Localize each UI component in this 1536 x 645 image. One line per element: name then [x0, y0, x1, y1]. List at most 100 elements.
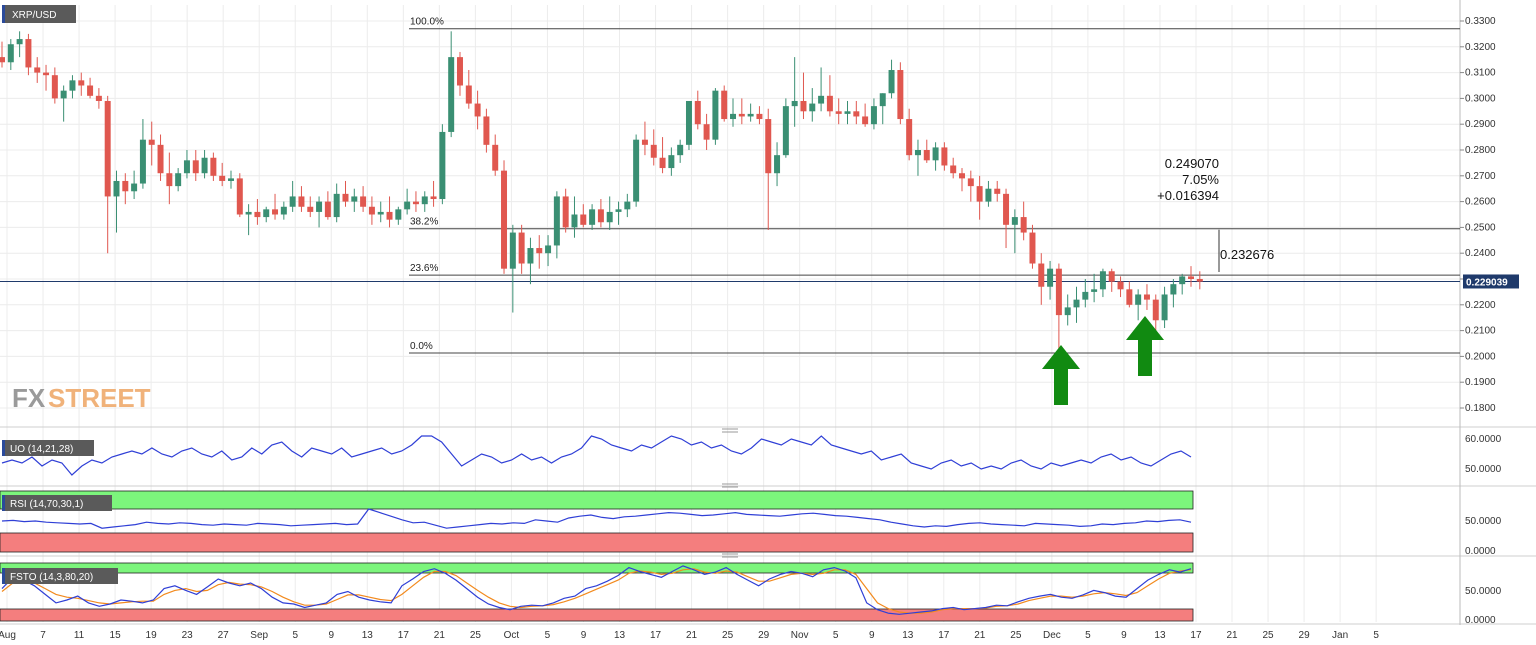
x-tick-label: 25	[1010, 630, 1022, 641]
candle	[201, 150, 208, 179]
candle	[853, 100, 860, 125]
candle-body	[157, 144, 164, 174]
candle	[941, 142, 948, 171]
symbol-tag-accent	[2, 5, 5, 23]
candle	[580, 204, 587, 228]
candle-body	[509, 232, 516, 269]
y-tick-label: 0.2100	[1465, 326, 1496, 337]
candle-body	[606, 211, 613, 223]
candle	[870, 98, 877, 130]
candle	[994, 180, 1001, 202]
candle-body	[1038, 263, 1045, 287]
candle-body	[298, 196, 305, 207]
candle	[148, 121, 155, 166]
x-tick-label: 9	[869, 630, 875, 641]
uo-panel: 60.0000 50.0000 UO (14,21,28)	[1, 434, 1502, 476]
candle-body	[1179, 276, 1186, 285]
uo-tag[interactable]: UO (14,21,28)	[2, 440, 94, 456]
symbol-tag[interactable]: XRP/USD	[2, 5, 76, 23]
candle-body	[685, 100, 692, 145]
candle-body	[597, 209, 604, 223]
candle	[800, 72, 807, 120]
candle	[677, 139, 684, 163]
candle-body	[483, 116, 490, 145]
x-tick-label: 25	[470, 630, 482, 641]
rsi-overbought-band	[0, 490, 1194, 510]
uo-tag-label: UO (14,21,28)	[10, 444, 73, 455]
rsi-panel: 50.0000 0.0000 RSI (14,70,30,1)	[0, 490, 1502, 557]
candle-body	[1073, 299, 1080, 308]
fibonacci-levels: 100.0% 38.2% 23.6% 0.0%	[0, 17, 1460, 354]
grid-layer	[0, 0, 1536, 625]
candle	[1064, 294, 1071, 326]
candle	[959, 168, 966, 192]
x-tick-label: 5	[292, 630, 298, 641]
x-tick-label: 15	[110, 630, 122, 641]
candle	[1003, 188, 1010, 249]
candle	[113, 170, 120, 233]
candle	[967, 170, 974, 202]
fsto-tag[interactable]: FSTO (14,3,80,20)	[2, 568, 118, 584]
rsi-tag-label: RSI (14,70,30,1)	[10, 499, 83, 510]
candle-body	[412, 201, 419, 205]
y-tick-label: 0.2700	[1465, 171, 1496, 182]
candle	[668, 147, 675, 176]
uo-tag-accent	[2, 440, 5, 456]
y-tick-label: 0.2800	[1465, 145, 1496, 156]
uo-y-tick-label: 60.0000	[1465, 434, 1502, 445]
candle	[131, 170, 138, 200]
panel-resize-handles[interactable]	[722, 428, 738, 558]
fsto-tag-accent	[2, 568, 5, 584]
candle-body	[536, 248, 543, 254]
candle-body	[201, 157, 208, 174]
rsi-tag-accent	[2, 495, 5, 511]
candle	[791, 57, 798, 127]
price-panel: 100.0% 38.2% 23.6% 0.0% 0.2490707.05%+0.016…	[0, 17, 1460, 413]
candle	[730, 98, 737, 127]
candle-body	[976, 186, 983, 202]
candle	[87, 77, 94, 99]
rsi-tag[interactable]: RSI (14,70,30,1)	[2, 495, 112, 511]
candle-body	[360, 196, 367, 207]
candle	[1073, 286, 1080, 323]
candle	[641, 121, 648, 156]
fib-label: 23.6%	[410, 263, 438, 274]
candle	[615, 201, 622, 225]
candle	[333, 183, 340, 223]
candle	[272, 193, 279, 220]
candle	[139, 119, 146, 189]
candle	[324, 191, 331, 220]
candle-body	[430, 196, 437, 200]
candle-body	[148, 139, 155, 145]
x-tick-label: 25	[722, 630, 734, 641]
candle	[298, 186, 305, 212]
y-tick-label: 0.2000	[1465, 351, 1496, 362]
candle-body	[677, 144, 684, 156]
candle-body	[78, 80, 85, 86]
candle	[1126, 281, 1133, 308]
candle	[51, 67, 58, 104]
candle-body	[756, 113, 763, 120]
candle	[589, 204, 596, 230]
candle-body	[95, 95, 102, 101]
candle	[571, 196, 578, 238]
y-tick-label: 0.1900	[1465, 377, 1496, 388]
candle	[34, 57, 41, 83]
candle	[342, 180, 349, 207]
candle-body	[25, 39, 32, 68]
x-tick-label: 21	[434, 630, 446, 641]
candle-body	[439, 131, 446, 200]
candle	[1038, 253, 1045, 305]
uo-line	[1, 435, 1192, 476]
candle-body	[289, 196, 296, 207]
y-tick-label: 0.2500	[1465, 222, 1496, 233]
candle-body	[589, 209, 596, 225]
candle-body	[615, 209, 622, 212]
candle	[1108, 268, 1115, 292]
x-tick-label: Sep	[250, 630, 268, 641]
candle-body	[254, 211, 261, 218]
candle	[685, 100, 692, 150]
candle	[183, 150, 190, 179]
